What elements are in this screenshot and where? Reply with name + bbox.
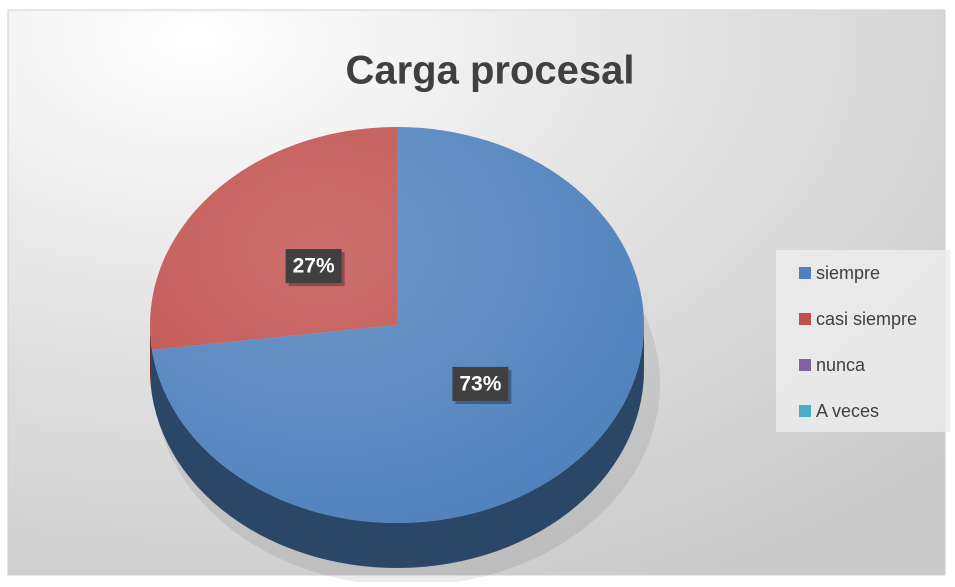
legend-swatch [799,359,811,371]
legend-swatch [799,267,811,279]
data-label: 73% [459,372,501,395]
data-label-box [452,366,509,401]
data-label-box [285,249,342,284]
legend-label: A veces [816,401,879,421]
chart-title: Carga procesal [345,49,634,93]
data-label: 27% [293,255,335,278]
pie-shine [150,127,644,523]
legend-label: casi siempre [816,309,917,329]
legend-box [776,250,950,432]
legend-label: nunca [816,355,866,375]
slice-side [150,325,152,395]
legend-label: siempre [816,263,880,283]
pie: 73% 27% [149,127,660,586]
slice-side [151,325,644,568]
legend: siempre casi siempre nunca A veces [799,263,917,421]
legend-swatch [799,313,811,325]
legend-swatch [799,405,811,417]
